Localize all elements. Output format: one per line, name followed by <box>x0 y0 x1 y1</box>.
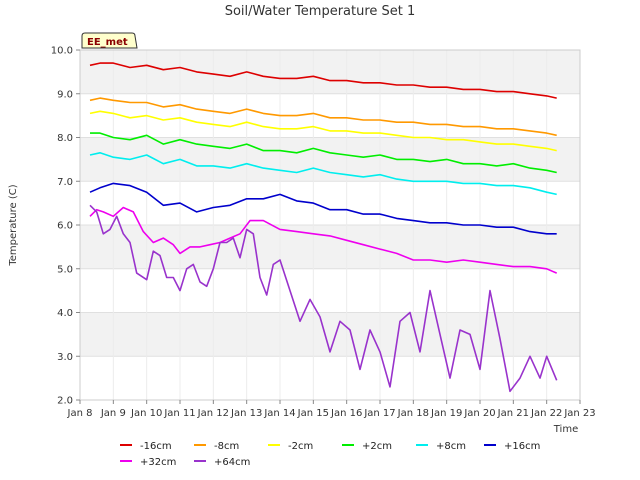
y-axis-ticks: 2.0 3.0 4.0 5.0 6.0 7.0 8.0 9.0 10.0 <box>51 46 80 407</box>
legend-label: +2cm <box>362 441 392 452</box>
series-line-8cm <box>89 97 557 137</box>
chart-title: Soil/Water Temperature Set 1 <box>225 4 416 19</box>
y-tick-label: 7.0 <box>57 177 73 188</box>
series-line-16cm <box>89 62 557 99</box>
x-axis-label: Time <box>553 424 578 435</box>
legend-label: +64cm <box>214 457 250 468</box>
legend-label: +16cm <box>504 441 540 452</box>
legend-item: -16cm <box>120 441 172 452</box>
y-tick-label: 4.0 <box>57 308 73 319</box>
y-tick-label: 3.0 <box>57 352 73 363</box>
x-tick-label: Jan 23 <box>563 408 595 419</box>
legend-label: +8cm <box>436 441 466 452</box>
legend-item: +8cm <box>416 441 466 452</box>
x-tick-label: Jan 11 <box>163 408 195 419</box>
y-tick-label: 9.0 <box>57 89 73 100</box>
series-line-2cm <box>89 110 557 152</box>
series-lines <box>89 62 558 393</box>
x-tick-label: Jan 21 <box>497 408 529 419</box>
y-tick-label: 8.0 <box>57 133 73 144</box>
x-tick-label: Jan 18 <box>397 408 429 419</box>
legend-item: -8cm <box>194 441 239 452</box>
series-line-16cm <box>89 182 557 235</box>
legend-item: +64cm <box>194 457 250 468</box>
x-tick-label: Jan 14 <box>263 408 295 419</box>
x-tick-label: Jan 13 <box>230 408 262 419</box>
y-axis-label: Temperature (C) <box>8 184 19 266</box>
x-tick-label: Jan 17 <box>363 408 395 419</box>
x-tick-label: Jan 20 <box>463 408 495 419</box>
series-line-64cm <box>89 204 558 393</box>
x-tick-label: Jan 15 <box>297 408 329 419</box>
legend-item: +2cm <box>342 441 392 452</box>
series-line-2cm <box>90 132 557 174</box>
x-axis-ticks: Jan 8 Jan 9 Jan 10 Jan 11 Jan 12 Jan 13 Jan 14… <box>67 400 596 419</box>
background-band <box>80 50 580 94</box>
x-tick-label: Jan 9 <box>100 408 126 419</box>
x-tick-label: Jan 12 <box>197 408 229 419</box>
legend-item: +16cm <box>484 441 540 452</box>
x-tick-label: Jan 16 <box>330 408 362 419</box>
x-tick-label: Jan 10 <box>130 408 162 419</box>
series-line-8cm <box>89 152 557 196</box>
x-tick-label: Jan 19 <box>430 408 462 419</box>
legend-label: -8cm <box>214 441 239 452</box>
legend-label: -16cm <box>140 441 172 452</box>
series-line-32cm <box>89 206 558 274</box>
station-badge: EE_met <box>81 32 138 49</box>
legend-label: +32cm <box>140 457 176 468</box>
y-tick-label: 5.0 <box>57 264 73 275</box>
background-band <box>80 225 580 269</box>
legend-item: +32cm <box>120 457 176 468</box>
x-tick-label: Jan 22 <box>530 408 562 419</box>
legend-label: -2cm <box>288 441 313 452</box>
y-tick-label: 10.0 <box>51 46 73 57</box>
y-tick-label: 2.0 <box>57 396 73 407</box>
legend: -16cm -8cm -2cm +2cm +8cm +16cm +32cm +64cm <box>120 441 540 468</box>
y-tick-label: 6.0 <box>57 221 73 232</box>
station-badge-label: EE_met <box>87 37 128 48</box>
x-tick-label: Jan 8 <box>67 408 93 419</box>
legend-item: -2cm <box>268 441 313 452</box>
